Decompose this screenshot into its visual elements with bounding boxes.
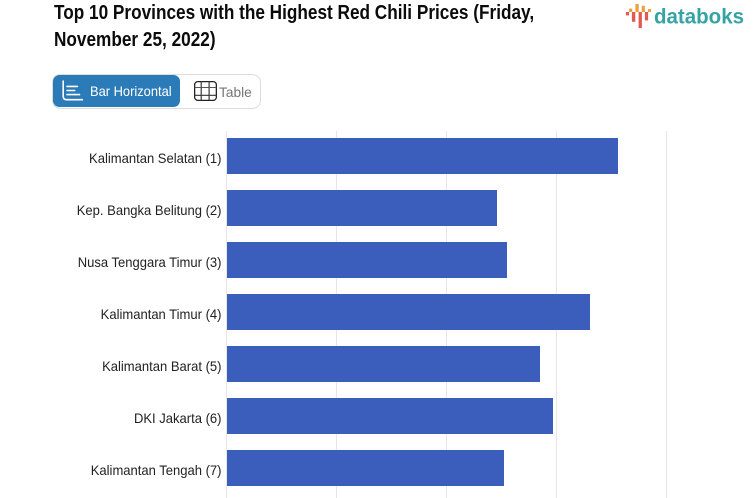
svg-text:databoks: databoks	[654, 4, 744, 28]
